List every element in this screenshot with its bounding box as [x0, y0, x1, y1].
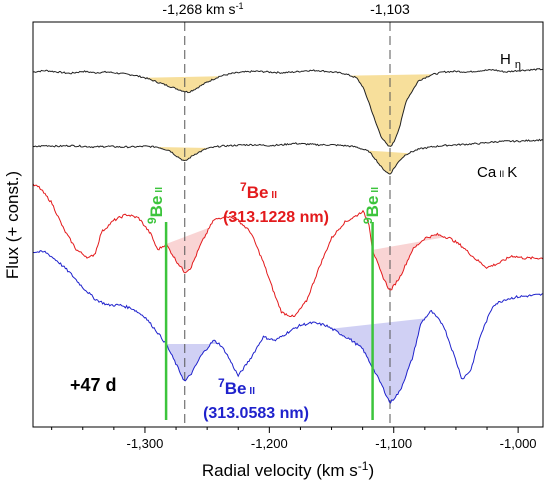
- be9-markers: [164, 222, 374, 420]
- series-wavelength-red: (313.1228 nm): [223, 209, 329, 226]
- fill-layer: [145, 74, 446, 403]
- series-label-ca-k: Ca II K: [477, 164, 517, 181]
- absorption-fill-1-1: [145, 76, 220, 92]
- x-tick-label: -1,300: [127, 436, 164, 451]
- series-label-be7-blue: 7Be II: [218, 376, 255, 398]
- spectrum-line-1: [32, 68, 544, 147]
- x-tick-label: -1,100: [375, 436, 412, 451]
- x-tick-label: -1,200: [251, 436, 288, 451]
- x-axis: -1,300 -1,200 -1,100 -1,000: [51, 427, 537, 451]
- series-wavelength-blue: (313.0583 nm): [203, 405, 309, 422]
- absorption-fill-1-2: [350, 74, 434, 147]
- spectrum-line-2: [32, 138, 544, 175]
- series-label-be7-red: 7Be II: [240, 180, 277, 202]
- x-axis-title: Radial velocity (km s-1): [202, 459, 374, 480]
- absorption-fill-4-2: [331, 318, 425, 403]
- y-axis-title: Flux (+ const.): [3, 171, 22, 279]
- absorption-fill-4-1: [166, 341, 220, 382]
- absorption-fill-2-2: [366, 150, 409, 175]
- be9-label-2: 9BeII: [361, 187, 382, 224]
- epoch-label: +47 d: [70, 375, 117, 395]
- spectrum-line-4: [32, 250, 544, 404]
- be9-label-1: 9BeII: [145, 187, 166, 224]
- plot-frame: [32, 21, 544, 428]
- spectrum-line-3: [32, 183, 544, 318]
- absorption-fill-3-2: [372, 234, 446, 290]
- absorption-fill-2-1: [157, 147, 210, 162]
- absorption-fill-3-1: [166, 227, 210, 273]
- dashed-lines: [184, 22, 391, 427]
- dashed-line-label-1: -1,268 km s-1: [162, 1, 243, 17]
- x-tick-label: -1,000: [500, 436, 537, 451]
- dashed-line-label-2: -1,103: [370, 1, 410, 17]
- spectra-lines: [32, 68, 544, 404]
